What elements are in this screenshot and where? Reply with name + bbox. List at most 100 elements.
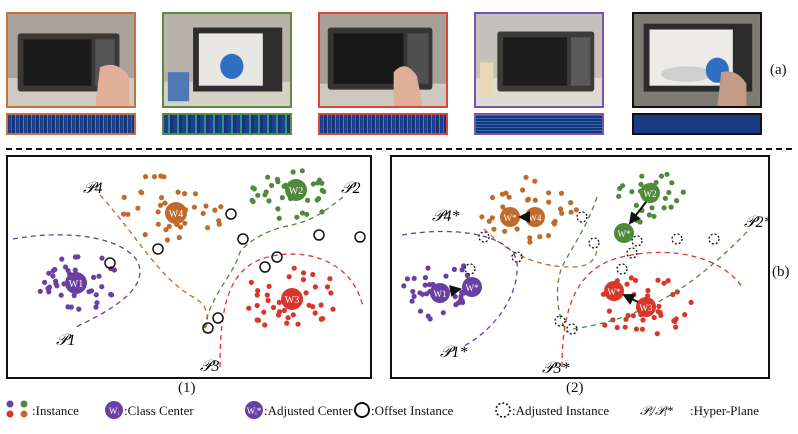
instance-point (573, 207, 579, 213)
instance-point (327, 276, 333, 282)
arrow-w1 (449, 285, 462, 297)
svg-text:W4: W4 (169, 209, 183, 220)
instance-point (295, 321, 301, 327)
instance-point (248, 279, 254, 285)
frame-5 (632, 12, 762, 108)
instance-point (37, 288, 43, 294)
instance-point (310, 181, 316, 187)
instance-point (664, 171, 670, 177)
instance-point (640, 317, 646, 323)
instance-point (72, 267, 78, 273)
instance-point (661, 205, 667, 211)
instance-point (665, 278, 671, 284)
instance-point (401, 283, 407, 289)
label-p2-star: 𝒫2* (744, 214, 768, 231)
instance-point (661, 280, 667, 286)
instance-point (96, 273, 102, 279)
instance-point (673, 324, 679, 330)
instance-point (246, 305, 252, 311)
instance-point (670, 291, 676, 298)
instance-point (205, 225, 211, 231)
instance-point (628, 275, 634, 281)
instance-point (142, 232, 148, 238)
instance-point (503, 190, 509, 196)
instance-point (192, 191, 199, 197)
legend-class-center: :Class Center (124, 403, 194, 418)
instance-point (76, 306, 82, 312)
adjusted-instance-icon (495, 402, 511, 418)
instance-point (62, 264, 69, 270)
instance-point (275, 179, 281, 185)
legend-adjusted-instance: :Adjusted Instance (512, 403, 610, 418)
instance-point (312, 284, 318, 290)
legend-instance: :Instance (32, 403, 79, 418)
center-w3: W3 (281, 288, 303, 310)
adjusted-center-w1: W* (462, 277, 482, 297)
row-a-label: (a) (770, 62, 787, 78)
instance-point (161, 174, 167, 180)
instance-point (491, 226, 497, 232)
spectrogram-3 (318, 113, 448, 135)
instance-point (460, 299, 466, 306)
instance-point (658, 312, 664, 318)
instance-point (175, 189, 181, 195)
instance-point (249, 197, 255, 203)
row-b-label: (b) (772, 264, 790, 280)
instance-point (163, 227, 169, 233)
instance-point (182, 191, 188, 197)
instance-point (668, 204, 674, 210)
microwave-hand-scene (320, 14, 446, 106)
scatter-points (37, 168, 336, 328)
instance-point (155, 221, 161, 227)
instance-point (191, 204, 197, 210)
instance-point (46, 284, 53, 290)
instance-point (520, 187, 526, 193)
panel-2-diagram: W4 W* W2 W* W1 W* W3 W* 𝒫4* 𝒫2* 𝒫1* 𝒫3* (401, 171, 772, 377)
instance-point (502, 228, 508, 234)
instance-point (158, 195, 165, 201)
instance-point (255, 192, 261, 198)
instance-point (316, 196, 322, 202)
instance-point (300, 270, 307, 276)
instance-point (525, 196, 531, 202)
instance-point (290, 169, 296, 175)
instance-point (649, 205, 655, 211)
instance-point (305, 197, 311, 203)
instance-point (290, 312, 296, 318)
instance-point (666, 189, 672, 196)
instance-point (303, 290, 309, 296)
instance-point (291, 265, 297, 271)
instance-point (276, 299, 282, 305)
instance-point (426, 282, 433, 288)
instance-point (262, 192, 268, 198)
instance-point (568, 200, 574, 206)
instance-point (254, 292, 260, 298)
hyperplane-p4-star (483, 228, 598, 268)
instance-point (93, 292, 99, 298)
instance-point (639, 173, 645, 179)
instance-point (218, 204, 224, 210)
instance-point (417, 308, 424, 314)
instance-point (42, 279, 48, 285)
instance-point (71, 292, 77, 299)
instance-point (182, 220, 188, 226)
instance-point (254, 302, 260, 309)
instance-point (656, 303, 662, 309)
instance-point (532, 178, 538, 184)
instance-point (672, 318, 678, 325)
instance-point (559, 210, 565, 216)
instance-point (486, 218, 492, 224)
svg-text:W4: W4 (529, 213, 542, 223)
instance-point (266, 198, 272, 204)
legend-adjusted-center: :Adjusted Center (264, 403, 353, 418)
instance-point (121, 194, 127, 200)
instance-point (91, 274, 97, 280)
panel-1: W1 W2 W3 W4 𝒫4 𝒫2 𝒫1 𝒫3 (6, 155, 372, 379)
instance-point (212, 207, 218, 213)
instance-point (315, 180, 321, 186)
instance-point (255, 288, 261, 294)
svg-text:W*: W* (618, 229, 631, 239)
instance-point (558, 190, 565, 196)
instance-point (527, 235, 533, 241)
instance-point (262, 322, 268, 328)
